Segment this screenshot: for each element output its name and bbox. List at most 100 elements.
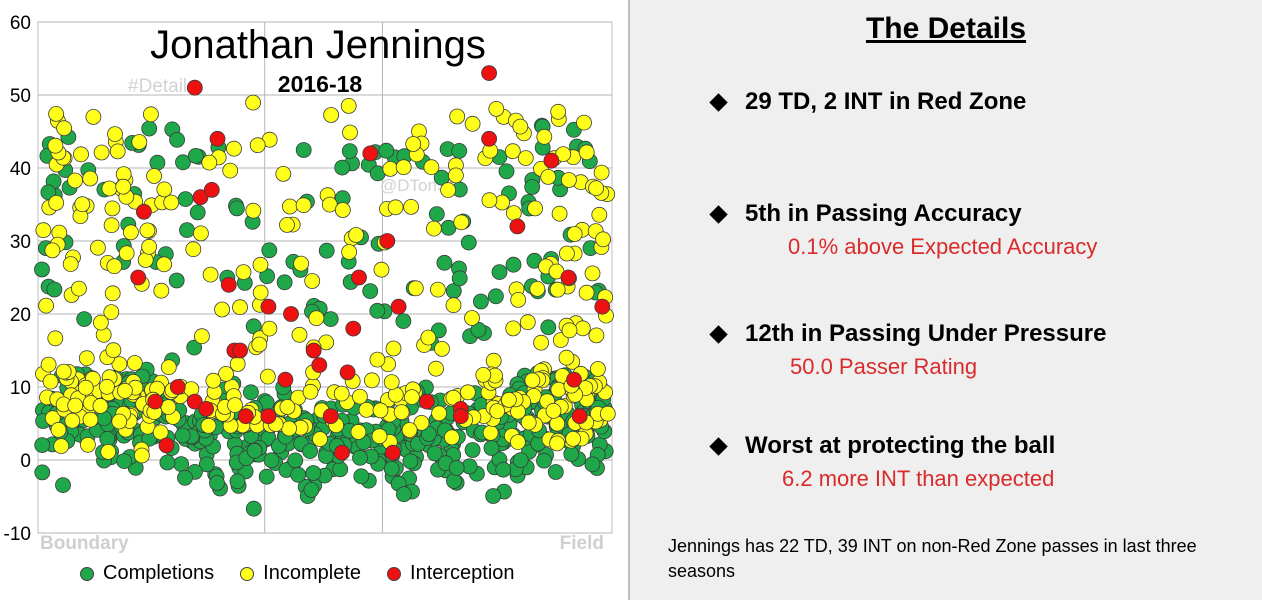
incomplete-point (431, 405, 448, 422)
interception-point (147, 393, 164, 410)
incomplete-point (304, 273, 321, 289)
incomplete-point (281, 198, 298, 215)
x-label-field: Field (560, 533, 604, 554)
incomplete-point (74, 196, 91, 213)
completion-point (498, 163, 515, 180)
incomplete-point (371, 428, 388, 445)
incomplete-point (519, 314, 536, 331)
detail-sub: 0.1% above Expected Accuracy (788, 234, 1098, 259)
incomplete-point (249, 137, 266, 154)
completion-point (169, 131, 186, 148)
incomplete-point (67, 397, 84, 414)
incomplete-point (252, 284, 269, 301)
incomplete-point (117, 382, 133, 399)
incomplete-point (56, 120, 72, 137)
incomplete-point (193, 328, 210, 345)
incomplete-point (214, 301, 231, 318)
incomplete-point (222, 162, 239, 179)
incomplete-point (578, 144, 595, 161)
incomplete-point (505, 320, 522, 337)
incomplete-point (520, 414, 537, 431)
incomplete-point (142, 106, 159, 123)
interception-point (351, 269, 367, 286)
completion-point (174, 427, 191, 444)
chart-title: Jonathan Jennings (150, 23, 486, 67)
incomplete-point (100, 443, 117, 460)
incomplete-point (482, 424, 499, 441)
completion-point (303, 481, 320, 498)
interception-point (198, 400, 215, 417)
completion-point (563, 446, 580, 462)
completion-point (229, 473, 246, 490)
incomplete-point (105, 342, 122, 359)
watermark-details: #Details (128, 76, 197, 97)
interception-point (260, 408, 277, 425)
interception-point (509, 218, 526, 235)
incomplete-point (510, 291, 527, 308)
incomplete-point (226, 140, 242, 157)
completion-point (487, 288, 504, 305)
interception-point (334, 444, 350, 461)
completion-point (446, 473, 462, 489)
incomplete-point (385, 340, 402, 357)
legend-dot-interception (387, 566, 402, 581)
interception-point (192, 189, 209, 206)
incomplete-point (245, 94, 262, 111)
incomplete-point (488, 101, 505, 117)
incomplete-point (333, 385, 350, 402)
incomplete-point (163, 194, 180, 211)
interception-point (186, 79, 203, 96)
completion-point (451, 142, 468, 159)
interception-point (311, 357, 328, 374)
interception-point (481, 65, 498, 81)
completion-point (228, 200, 245, 217)
incomplete-point (48, 106, 64, 122)
incomplete-point (373, 261, 390, 278)
diamond-bullet-icon (709, 324, 728, 344)
completion-point (177, 191, 194, 208)
incomplete-point (77, 379, 94, 396)
incomplete-point (464, 115, 481, 132)
completion-point (460, 234, 477, 251)
incomplete-point (445, 389, 462, 406)
completion-point (141, 120, 158, 137)
completion-point (261, 242, 278, 259)
completion-point (246, 442, 263, 459)
completion-point (524, 179, 541, 195)
interception-point (571, 408, 588, 425)
interception-point (452, 408, 469, 425)
incomplete-point (591, 206, 608, 223)
completion-point (485, 488, 502, 504)
incomplete-point (387, 199, 404, 216)
incomplete-point (111, 356, 128, 373)
interception-point (203, 181, 220, 198)
completion-point (547, 464, 564, 480)
completion-point (540, 319, 557, 336)
incomplete-point (443, 429, 460, 446)
incomplete-point (340, 98, 357, 114)
incomplete-point (251, 336, 268, 353)
diamond-bullet-icon (709, 92, 728, 112)
interception-point (362, 145, 379, 162)
completion-point (318, 242, 335, 259)
incomplete-point (201, 154, 218, 171)
interception-point (158, 437, 175, 454)
interception-point (481, 130, 498, 147)
completion-point (187, 147, 204, 164)
incomplete-point (358, 401, 375, 418)
incomplete-point (500, 391, 517, 408)
incomplete-point (342, 124, 358, 141)
incomplete-point (71, 280, 87, 297)
incomplete-point (517, 150, 534, 167)
incomplete-point (48, 194, 65, 211)
completion-point (483, 440, 500, 456)
incomplete-point (205, 372, 222, 389)
detail-protection: Worst at protecting the ball 6.2 more IN… (709, 432, 1055, 492)
legend-completions: Completions (80, 562, 214, 585)
interception-point (283, 306, 299, 322)
interception-point (260, 298, 277, 315)
incomplete-point (293, 255, 310, 272)
incomplete-point (551, 205, 568, 222)
legend-interception: Interception (387, 562, 515, 585)
